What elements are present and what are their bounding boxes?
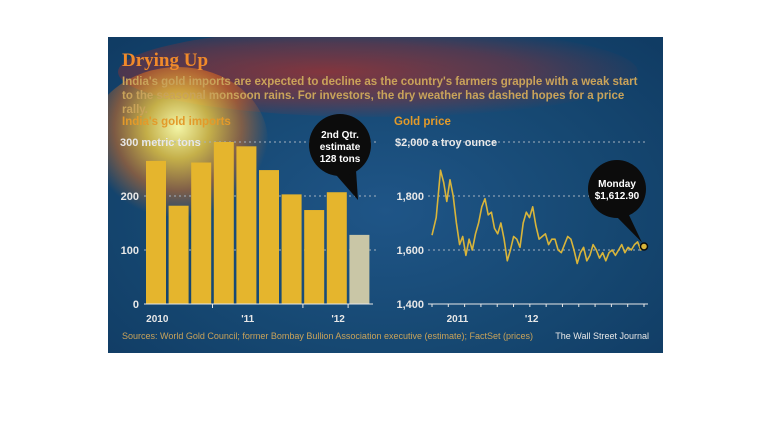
price-series-line <box>431 169 645 265</box>
imports-x-label: '12 <box>331 314 345 325</box>
imports-y-tick-label: 0 <box>133 299 139 311</box>
imports-bar <box>349 234 370 304</box>
imports-bar <box>236 146 257 304</box>
chart-title: Drying Up <box>122 50 209 71</box>
publisher-credit: The Wall Street Journal <box>555 331 649 341</box>
chart-panel: 0 100 200 300 metric tons 2010 '11 '12 2nd Qtr.… <box>108 37 663 353</box>
price-x-label: 2011 <box>447 314 469 325</box>
imports-bar <box>213 142 234 304</box>
price-callout-line1: Monday <box>598 179 636 190</box>
price-y-tick-label: 1,600 <box>396 245 424 257</box>
imports-x-label: 2010 <box>146 314 169 325</box>
imports-bar <box>304 210 325 304</box>
charts-canvas: 0 100 200 300 metric tons 2010 '11 '12 2nd Qtr.… <box>120 114 649 325</box>
imports-x-label: '11 <box>241 314 254 325</box>
imports-bar <box>259 170 279 304</box>
price-y-tick-label: 1,800 <box>396 191 424 203</box>
imports-y-tick-label: 200 <box>121 191 139 203</box>
imports-chart-title: India's gold imports <box>122 116 231 128</box>
chart-subtitle: India's gold imports are expected to dec… <box>122 76 638 116</box>
imports-callout-bubble <box>309 114 371 176</box>
price-chart-title: Gold price <box>394 116 451 128</box>
imports-unit-label: 300 metric tons <box>120 137 201 149</box>
price-last-point <box>639 242 649 251</box>
imports-callout-line1: 2nd Qtr. <box>321 130 359 141</box>
imports-bar <box>281 194 302 304</box>
price-callout-line2: $1,612.90 <box>595 191 640 202</box>
price-y-tick-label: 1,400 <box>396 299 424 311</box>
imports-bar <box>191 162 212 304</box>
imports-y-tick-label: 100 <box>121 245 139 257</box>
imports-callout-pointer <box>330 168 358 200</box>
imports-bar <box>168 205 189 304</box>
imports-bar <box>146 160 166 304</box>
source-note: Sources: World Gold Council; former Bomb… <box>122 331 533 341</box>
imports-bar <box>326 192 347 304</box>
imports-callout-line3: 128 tons <box>320 154 361 165</box>
price-unit-label: $2,000 a troy ounce <box>395 137 497 149</box>
price-callout-bubble <box>588 160 646 218</box>
imports-callout-line2: estimate <box>320 142 361 153</box>
price-x-label: '12 <box>525 314 539 325</box>
price-callout-pointer <box>613 213 642 243</box>
